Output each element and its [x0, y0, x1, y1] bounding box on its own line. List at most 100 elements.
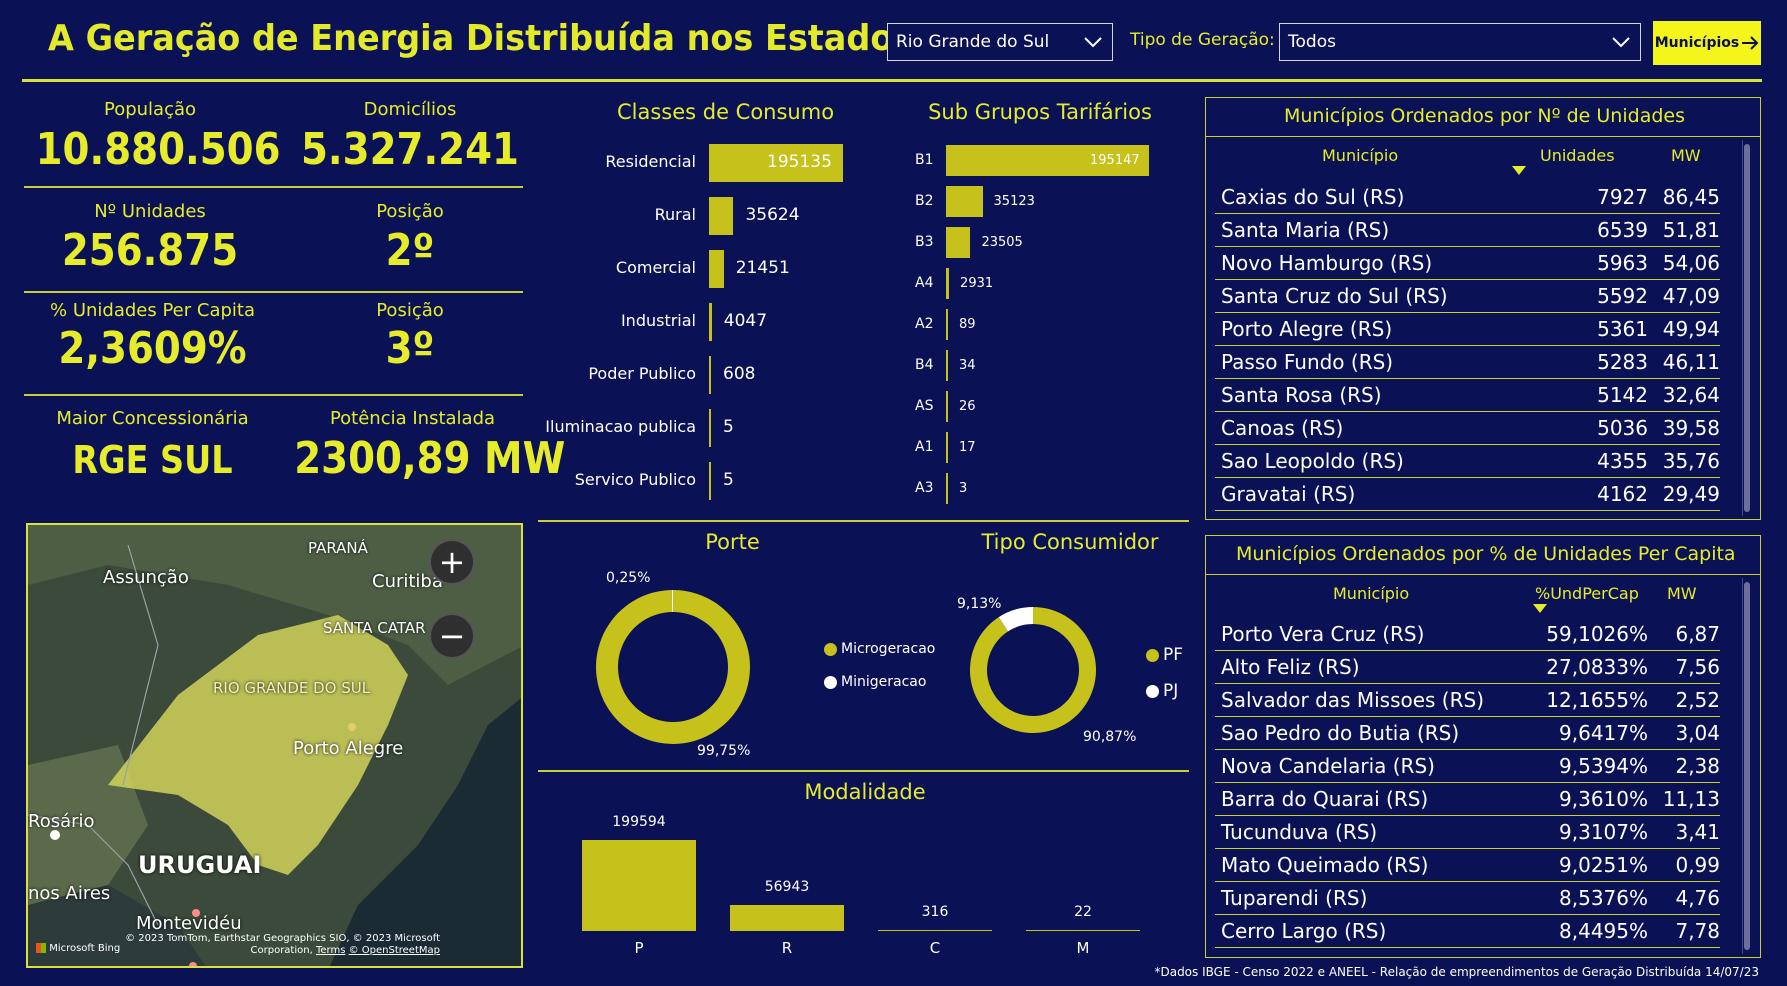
table-row[interactable]: Santa Rosa (RS) 5142 32,64: [1215, 379, 1720, 412]
bar[interactable]: [946, 227, 971, 258]
table-header-undpercap[interactable]: %UndPerCap: [1535, 584, 1639, 603]
cell-mw: 32,64: [1662, 383, 1720, 407]
bar[interactable]: [709, 303, 712, 341]
table-header-municipio[interactable]: Município: [1322, 146, 1399, 165]
footnote: *Dados IBGE - Censo 2022 e ANEEL - Relaç…: [1154, 965, 1759, 979]
map[interactable]: PARANÁ Assunção Curitiba SANTA CATAR RIO…: [26, 523, 523, 968]
attribution-text: © 2023 TomTom, Earthstar Geographics SIO…: [125, 933, 440, 956]
table-per-capita: [1205, 535, 1761, 958]
bar-value-label: 5: [723, 417, 734, 437]
table-row[interactable]: Tuparendi (RS) 8,5376% 4,76: [1215, 882, 1720, 915]
tipo-consumidor-donut[interactable]: [970, 600, 1110, 740]
arrow-right-icon: [1742, 36, 1759, 50]
state-select-value: Rio Grande do Sul: [896, 32, 1050, 52]
per-capita-value: 2,3609%: [58, 323, 247, 374]
sort-desc-icon[interactable]: [1512, 166, 1526, 175]
cell-municipio: Alto Feliz (RS): [1221, 655, 1360, 679]
table-row[interactable]: Cerro Largo (RS) 8,4495% 7,78: [1215, 915, 1720, 948]
bar[interactable]: [709, 144, 843, 182]
bar[interactable]: [946, 186, 983, 217]
bar[interactable]: [946, 309, 948, 340]
table-row[interactable]: Nova Candelaria (RS) 9,5394% 2,38: [1215, 750, 1720, 783]
tipo-label-pf: 90,87%: [1083, 729, 1137, 745]
map-label-rosario: Rosário: [28, 811, 95, 832]
bar[interactable]: [709, 409, 711, 447]
bar-value-label: 316: [921, 904, 949, 920]
table-row[interactable]: Alto Feliz (RS) 27,0833% 7,56: [1215, 651, 1720, 684]
bar[interactable]: [582, 840, 696, 931]
legend-dot-icon: [824, 642, 837, 656]
cell-mw: 3,41: [1675, 820, 1720, 844]
bar[interactable]: [946, 473, 948, 504]
table-header-mw[interactable]: MW: [1671, 146, 1701, 165]
bar-value-label: 56943: [764, 879, 810, 896]
table-row[interactable]: Gravatai (RS) 4162 29,49: [1215, 478, 1720, 511]
donut-slice-pf[interactable]: [970, 607, 1096, 733]
table-unidades-scroll-thumb[interactable]: [1744, 144, 1750, 512]
bar[interactable]: [730, 905, 844, 931]
tipo-geracao-select[interactable]: Todos: [1279, 23, 1641, 61]
zoom-out-button[interactable]: −: [429, 613, 475, 659]
table-row[interactable]: Tucunduva (RS) 9,3107% 3,41: [1215, 816, 1720, 849]
bar[interactable]: [1026, 930, 1140, 931]
bar[interactable]: [709, 462, 711, 500]
osm-link[interactable]: © OpenStreetMap: [348, 945, 440, 956]
table-row[interactable]: Porto Vera Cruz (RS) 59,1026% 6,87: [1215, 618, 1720, 651]
potencia-label: Potência Instalada: [329, 408, 496, 429]
cell-value: 6539: [1597, 218, 1648, 242]
bar[interactable]: [709, 250, 724, 288]
zoom-in-button[interactable]: +: [429, 539, 475, 585]
table-row[interactable]: Santa Cruz do Sul (RS) 5592 47,09: [1215, 280, 1720, 313]
state-select[interactable]: Rio Grande do Sul: [887, 23, 1113, 61]
modalidade-title: Modalidade: [804, 780, 926, 804]
municipios-button[interactable]: Municípios: [1653, 21, 1761, 65]
bing-logo: Microsoft Bing: [36, 943, 120, 954]
bar[interactable]: [946, 268, 950, 299]
table-row[interactable]: Sao Pedro do Butia (RS) 9,6417% 3,04: [1215, 717, 1720, 750]
bar-value-label: 35123: [993, 194, 1035, 209]
table-row[interactable]: Salvador das Missoes (RS) 12,1655% 2,52: [1215, 684, 1720, 717]
bar[interactable]: [878, 930, 992, 931]
bing-logo-text: Microsoft Bing: [49, 943, 121, 954]
table-row[interactable]: Caxias do Sul (RS) 7927 86,45: [1215, 181, 1720, 214]
bar[interactable]: [946, 391, 948, 422]
table-title-divider: [1206, 136, 1760, 137]
table-header-mw[interactable]: MW: [1667, 584, 1697, 603]
bar[interactable]: [946, 350, 948, 381]
cell-value: 9,3107%: [1559, 820, 1648, 844]
donut-slice-microgeracao[interactable]: [595, 590, 750, 744]
rs-region-shape[interactable]: [108, 615, 408, 875]
bar-value-label: 17: [959, 440, 976, 455]
table-row[interactable]: Mato Queimado (RS) 9,0251% 0,99: [1215, 849, 1720, 882]
table-header-unidades[interactable]: Unidades: [1540, 146, 1615, 165]
cell-mw: 39,58: [1662, 416, 1720, 440]
table-row[interactable]: Barra do Quarai (RS) 9,3610% 11,13: [1215, 783, 1720, 816]
map-label-rs: RIO GRANDE DO SUL: [213, 679, 371, 697]
cell-municipio: Nova Candelaria (RS): [1221, 754, 1435, 778]
page-title: A Geração de Energia Distribuída nos Est…: [48, 18, 914, 59]
donut-slice-pj[interactable]: [998, 607, 1033, 632]
table-row[interactable]: Porto Alegre (RS) 5361 49,94: [1215, 313, 1720, 346]
table-row[interactable]: Passo Fundo (RS) 5283 46,11: [1215, 346, 1720, 379]
bar-category-label: B4: [915, 357, 934, 373]
table-row[interactable]: Canoas (RS) 5036 39,58: [1215, 412, 1720, 445]
cell-municipio: Sao Pedro do Butia (RS): [1221, 721, 1460, 745]
posicao-value: 3º: [385, 323, 435, 374]
bar[interactable]: [709, 197, 734, 235]
table-per-capita-scroll-thumb[interactable]: [1744, 582, 1750, 950]
bar[interactable]: [946, 432, 948, 463]
table-row[interactable]: Novo Hamburgo (RS) 5963 54,06: [1215, 247, 1720, 280]
bar[interactable]: [946, 145, 1149, 176]
concessionaria-value: RGE SUL: [72, 438, 233, 482]
porte-donut[interactable]: [580, 570, 780, 770]
table-row[interactable]: Sao Leopoldo (RS) 4355 35,76: [1215, 445, 1720, 478]
terms-link[interactable]: Terms: [315, 945, 346, 956]
donut-slice-minigeracao[interactable]: [671, 590, 673, 613]
bar[interactable]: [709, 356, 711, 394]
sort-desc-icon[interactable]: [1533, 604, 1547, 613]
table-header-municipio[interactable]: Município: [1333, 584, 1410, 603]
cell-municipio: Santa Maria (RS): [1221, 218, 1390, 242]
bar-category-label: A2: [915, 316, 934, 332]
cell-value: 59,1026%: [1546, 622, 1648, 646]
table-row[interactable]: Santa Maria (RS) 6539 51,81: [1215, 214, 1720, 247]
